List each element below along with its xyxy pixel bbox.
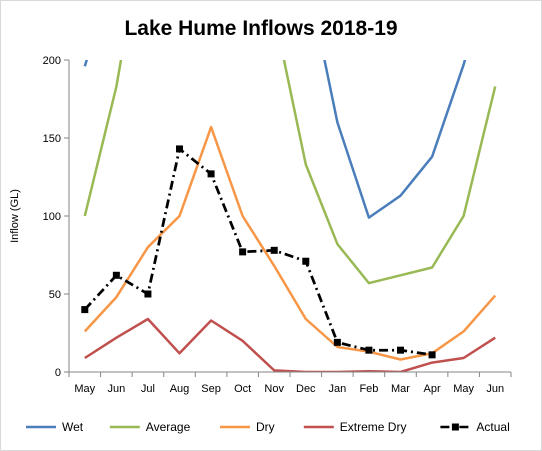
data-point-actual — [365, 346, 373, 354]
axis-ticks: 0 50 100 150 200 May Jun Jul Aug Sep Oct Nov Dec Jan F… — [43, 55, 504, 395]
data-point-actual — [428, 351, 436, 359]
y-tick-label: 100 — [43, 211, 61, 223]
legend-label-average: Average — [146, 420, 191, 434]
x-tick-label: Feb — [359, 383, 378, 395]
data-point-actual — [112, 271, 120, 279]
x-tick-label: Sep — [201, 383, 221, 395]
series-line-extreme-dry — [84, 317, 496, 372]
chart-title: Lake Hume Inflows 2018-19 — [124, 17, 397, 40]
x-tick-label: May — [453, 383, 474, 395]
axis-lines — [64, 59, 512, 377]
legend-label-dry: Dry — [256, 420, 275, 434]
data-point-actual — [207, 170, 215, 178]
x-tick-label: Nov — [264, 383, 284, 395]
x-tick-label: May — [74, 383, 95, 395]
data-point-actual — [239, 248, 247, 256]
y-axis-label: Inflow (GL) — [9, 189, 21, 243]
series-group — [81, 60, 497, 372]
x-tick-label: Jun — [107, 383, 125, 395]
data-point-actual — [81, 306, 89, 314]
data-point-actual — [333, 338, 341, 346]
x-tick-label: Dec — [296, 383, 316, 395]
legend: Wet Average Dry Extreme Dry Actual — [26, 420, 510, 434]
series-line-actual — [83, 147, 433, 357]
x-tick-label: Apr — [424, 383, 441, 395]
x-tick-label: Jun — [486, 383, 504, 395]
data-point-actual — [397, 346, 404, 354]
y-tick-label: 0 — [55, 367, 61, 379]
data-point-actual — [270, 246, 278, 254]
series-line-dry — [83, 125, 497, 361]
data-point-actual — [302, 257, 310, 265]
x-tick-label: Aug — [170, 383, 190, 395]
y-tick-label: 200 — [43, 55, 61, 67]
series-line-wet — [83, 60, 467, 219]
x-tick-label: Jan — [328, 383, 346, 395]
data-point-actual — [176, 145, 183, 153]
legend-label-actual: Actual — [476, 420, 509, 434]
x-tick-label: Mar — [391, 383, 410, 395]
series-line-average — [83, 60, 497, 285]
x-tick-label: Jul — [141, 383, 155, 395]
y-tick-label: 150 — [43, 133, 61, 145]
legend-marker-actual — [451, 423, 459, 431]
legend-label-wet: Wet — [62, 420, 84, 434]
x-tick-label: Oct — [234, 383, 251, 395]
y-tick-label: 50 — [49, 289, 61, 301]
data-point-actual — [144, 290, 152, 298]
legend-label-extreme-dry: Extreme Dry — [340, 420, 407, 434]
